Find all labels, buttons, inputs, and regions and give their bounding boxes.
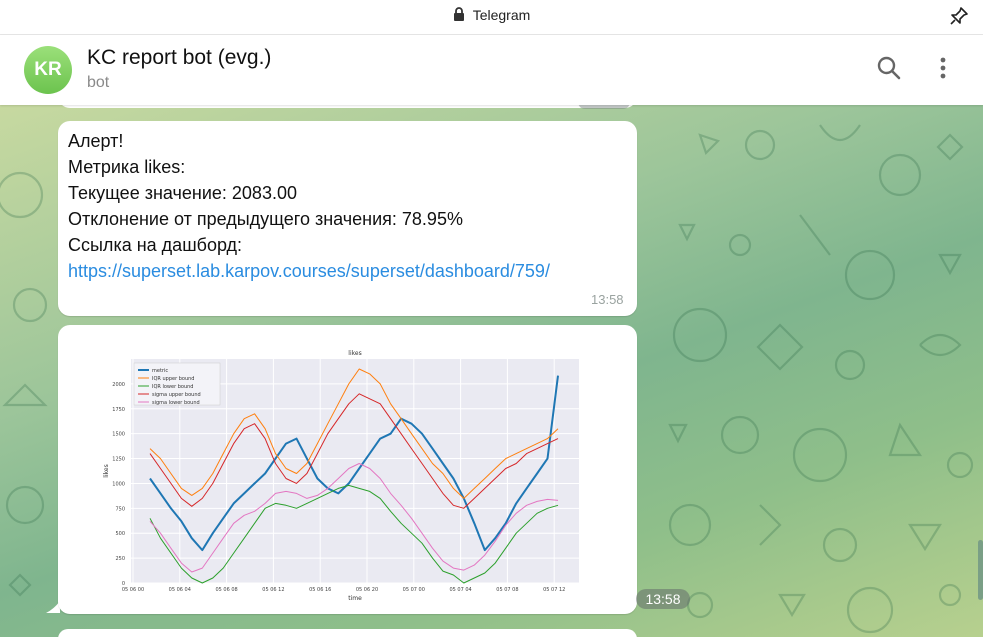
- chat-header: KR KC report bot (evg.) bot: [0, 35, 983, 105]
- x-tick-label: 05 06 08: [215, 587, 237, 593]
- pin-icon[interactable]: [949, 6, 969, 26]
- message-line: Отклонение от предыдущего значения: 78.9…: [68, 209, 463, 229]
- chat-title[interactable]: KC report bot (evg.): [87, 46, 272, 69]
- legend-entry: metric: [152, 368, 168, 374]
- bubble-tail: [46, 601, 60, 613]
- y-tick-label: 1500: [112, 432, 125, 438]
- sigma-lower-bound-line: [149, 463, 559, 573]
- lock-icon: [453, 7, 464, 21]
- x-tick-label: 05 07 08: [496, 587, 518, 593]
- message-line: Текущее значение: 2083.00: [68, 183, 297, 203]
- message-line: Метрика likes:: [68, 157, 186, 177]
- y-tick-label: 1750: [112, 407, 125, 413]
- x-tick-label: 05 06 20: [356, 587, 378, 593]
- legend-entry: sigma upper bound: [152, 392, 201, 398]
- y-tick-label: 500: [115, 531, 125, 537]
- background-doodle-pattern: [0, 124, 974, 634]
- chart-title: likes: [348, 350, 361, 357]
- iqr-upper-bound-line: [149, 368, 559, 499]
- x-tick-label: 05 07 04: [449, 587, 471, 593]
- search-icon[interactable]: [876, 55, 902, 81]
- window-title: Telegram: [0, 7, 983, 23]
- x-tick-label: 05 06 04: [169, 587, 191, 593]
- y-tick-label: 750: [115, 506, 125, 512]
- chart-message-time: 13:58: [636, 589, 690, 609]
- likes-chart[interactable]: 0 250 500 750 1000 1250 1500 1750 2000 05 06 00 05…: [58, 325, 637, 614]
- legend-entry: IQR upper bound: [152, 376, 194, 382]
- window-title-text: Telegram: [472, 7, 531, 23]
- y-tick-label: 1250: [112, 457, 125, 463]
- sigma-upper-bound-line: [149, 393, 559, 509]
- previous-message-stub: [58, 105, 637, 108]
- message-time: 13:58: [591, 292, 624, 307]
- message-line: Ссылка на дашборд:: [68, 235, 243, 255]
- dashboard-link[interactable]: https://superset.lab.karpov.courses/supe…: [68, 261, 550, 281]
- x-tick-label: 05 06 00: [122, 587, 144, 593]
- y-tick-label: 1000: [112, 481, 125, 487]
- iqr-lower-bound-line: [149, 484, 559, 584]
- x-tick-label: 05 06 16: [309, 587, 331, 593]
- avatar[interactable]: KR: [24, 46, 72, 94]
- previous-message-time: [578, 105, 630, 109]
- scrollbar[interactable]: [978, 540, 983, 600]
- more-vertical-icon[interactable]: [936, 55, 950, 81]
- legend-entry: sigma lower bound: [152, 400, 200, 406]
- chart-message[interactable]: 0 250 500 750 1000 1250 1500 1750 2000 05 06 00 05…: [58, 325, 690, 614]
- alert-message[interactable]: Алерт! Метрика likes: Текущее значение: …: [58, 121, 637, 316]
- y-tick-label: 250: [115, 556, 125, 562]
- next-message-stub: [58, 629, 637, 637]
- y-tick-label: 2000: [112, 382, 125, 388]
- x-tick-label: 05 07 00: [403, 587, 425, 593]
- x-tick-label: 05 07 12: [543, 587, 565, 593]
- chat-area[interactable]: Алерт! Метрика likes: Текущее значение: …: [0, 105, 983, 637]
- chat-subtitle: bot: [87, 74, 110, 91]
- legend-entry: IQR lower bound: [152, 384, 193, 390]
- y-axis-label: likes: [103, 464, 110, 477]
- y-tick-label: 0: [122, 581, 125, 587]
- message-line: Алерт!: [68, 131, 124, 151]
- window-titlebar: Telegram: [0, 0, 983, 35]
- x-tick-label: 05 06 12: [262, 587, 284, 593]
- metric-line: [149, 375, 559, 552]
- x-axis-label: time: [348, 595, 362, 602]
